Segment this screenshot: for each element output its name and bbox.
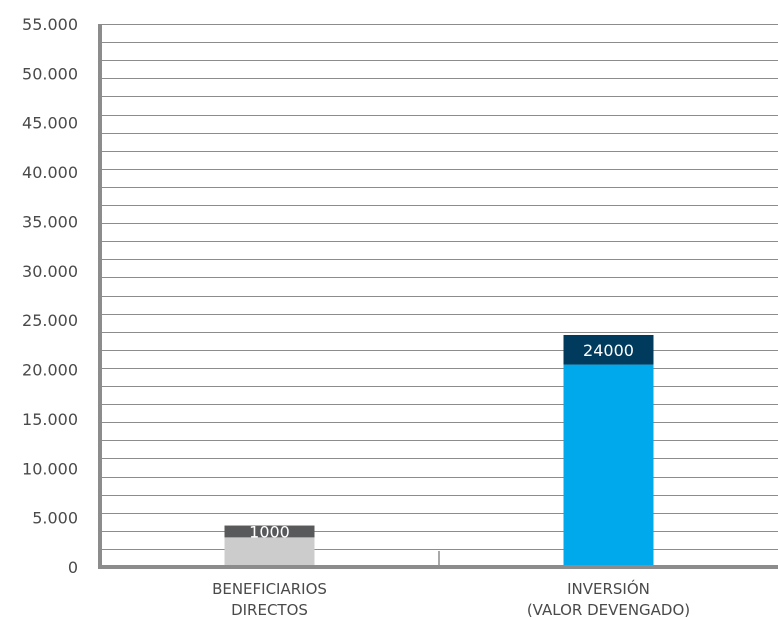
bar-data-label: 24000 bbox=[583, 341, 634, 360]
bar-base-segment bbox=[563, 364, 654, 567]
y-tick-label: 30.000 bbox=[22, 262, 78, 281]
y-tick-label: 50.000 bbox=[22, 64, 78, 83]
y-tick-label: 5.000 bbox=[32, 509, 78, 528]
y-tick-label: 40.000 bbox=[22, 163, 78, 182]
bar-data-label: 1000 bbox=[249, 522, 290, 541]
y-axis-ticks: 0 5.000 10.000 15.000 20.000 25.000 30.000 35.0… bbox=[22, 15, 78, 577]
y-tick-label: 45.000 bbox=[22, 114, 78, 133]
grid-lines bbox=[100, 24, 778, 550]
y-tick-label: 0 bbox=[68, 558, 78, 577]
x-axis-labels: BENEFICIARIOS DIRECTOS INVERSIÓN (VALOR DEV… bbox=[212, 579, 690, 619]
y-tick-label: 55.000 bbox=[22, 15, 78, 34]
x-category-label: DIRECTOS bbox=[231, 601, 308, 619]
bar-top-segment bbox=[224, 525, 315, 538]
x-category-label: INVERSIÓN bbox=[567, 579, 650, 598]
y-tick-label: 35.000 bbox=[22, 212, 78, 231]
axes bbox=[98, 24, 778, 569]
bars: 1000 24000 bbox=[224, 334, 654, 567]
y-tick-label: 10.000 bbox=[22, 459, 78, 478]
x-category-label: BENEFICIARIOS bbox=[212, 580, 327, 598]
bar-top-segment bbox=[563, 334, 654, 365]
y-tick-label: 20.000 bbox=[22, 361, 78, 380]
x-category-label: (VALOR DEVENGADO) bbox=[527, 601, 690, 619]
y-tick-label: 25.000 bbox=[22, 311, 78, 330]
bar-base-segment bbox=[224, 537, 315, 567]
y-tick-label: 15.000 bbox=[22, 410, 78, 429]
